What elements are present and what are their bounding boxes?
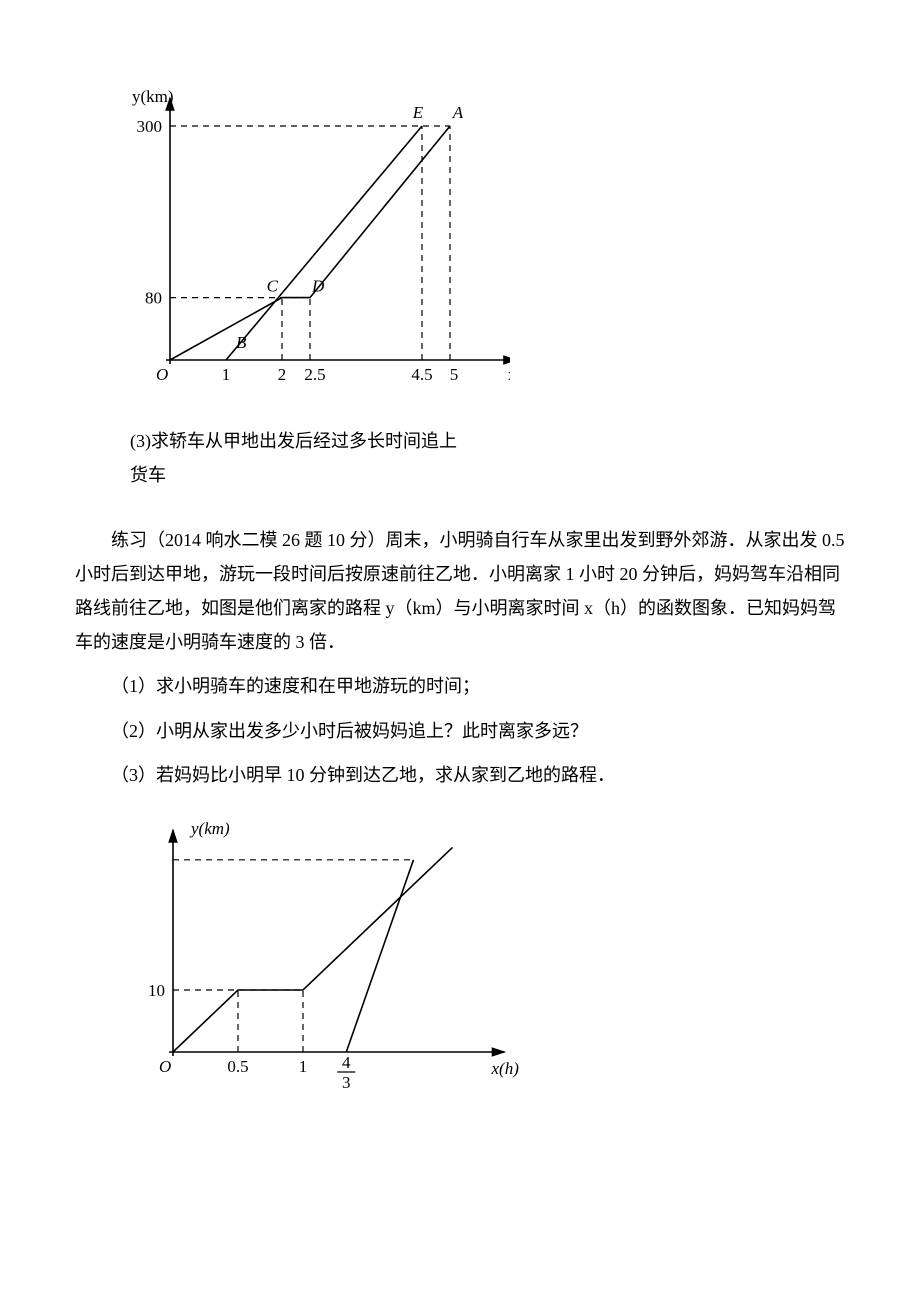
svg-text:y(km): y(km) <box>132 87 174 106</box>
problem-3-block: (3)求轿车从甲地出发后经过多长时间追上 货车 <box>130 424 845 492</box>
problem-3-line2: 货车 <box>130 458 845 492</box>
svg-text:300: 300 <box>137 117 163 136</box>
problem-3-line1: (3)求轿车从甲地出发后经过多长时间追上 <box>130 424 845 458</box>
svg-text:2: 2 <box>278 365 287 384</box>
question-3: （3）若妈妈比小明早 10 分钟到达乙地，求从家到乙地的路程． <box>75 758 845 792</box>
svg-text:B: B <box>236 333 247 352</box>
question-1: （1）求小明骑车的速度和在甲地游玩的时间； <box>75 669 845 703</box>
svg-text:4: 4 <box>342 1053 351 1072</box>
svg-text:x(h): x(h) <box>491 1059 520 1078</box>
svg-text:O: O <box>156 365 168 384</box>
chart-2: x(h) y(km) O 0.5 1 10 43 <box>125 812 845 1103</box>
svg-text:1: 1 <box>222 365 231 384</box>
question-2: （2）小明从家出发多少小时后被妈妈追上？此时离家多远？ <box>75 714 845 748</box>
practice-paragraph: 练习（2014 响水二模 26 题 10 分）周末，小明骑自行车从家里出发到野外… <box>75 523 845 660</box>
svg-text:80: 80 <box>145 289 162 308</box>
svg-text:E: E <box>412 103 424 122</box>
svg-text:4.5: 4.5 <box>411 365 432 384</box>
svg-text:O: O <box>159 1057 171 1076</box>
svg-text:5: 5 <box>450 365 459 384</box>
chart-1: x(h) y(km) O 1 2 2.5 4.5 5 80 300 E A B C D <box>125 80 845 406</box>
svg-text:2.5: 2.5 <box>304 365 325 384</box>
chart-2-svg: x(h) y(km) O 0.5 1 10 43 <box>125 812 525 1092</box>
svg-text:A: A <box>452 103 464 122</box>
svg-text:D: D <box>311 277 325 296</box>
svg-text:3: 3 <box>342 1073 351 1092</box>
svg-text:1: 1 <box>299 1057 308 1076</box>
svg-text:0.5: 0.5 <box>227 1057 248 1076</box>
svg-text:y(km): y(km) <box>189 819 230 838</box>
svg-text:C: C <box>267 277 279 296</box>
svg-text:x(h): x(h) <box>508 365 510 384</box>
svg-text:10: 10 <box>148 981 165 1000</box>
chart-1-svg: x(h) y(km) O 1 2 2.5 4.5 5 80 300 E A B C D <box>125 80 510 395</box>
